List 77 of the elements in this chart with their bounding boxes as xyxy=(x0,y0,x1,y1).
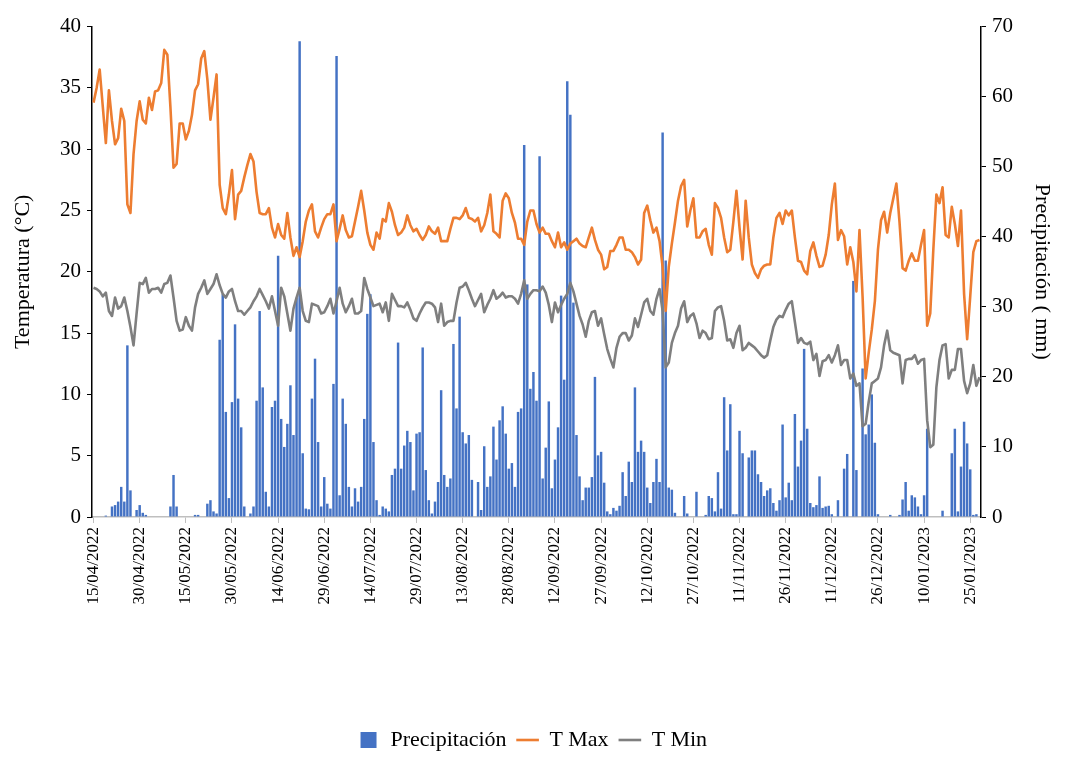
x-tick-label: 12/10/2022 xyxy=(636,527,656,605)
bar xyxy=(138,505,141,517)
y2-tick-label: 60 xyxy=(992,83,1013,108)
x-tick-label: 29/06/2022 xyxy=(313,527,333,605)
bar xyxy=(289,385,292,517)
y2-tick-label: 70 xyxy=(992,13,1013,38)
y-tick-label: 5 xyxy=(70,442,81,467)
bar xyxy=(126,345,129,517)
legend-label: T Max xyxy=(549,725,609,751)
y-tick-label: 10 xyxy=(60,380,81,405)
bar xyxy=(818,476,821,517)
bar xyxy=(812,507,815,517)
x-tick-label: 11/11/2022 xyxy=(728,527,748,604)
x-tick-label: 11/12/2022 xyxy=(821,527,841,604)
x-tick-label: 12/09/2022 xyxy=(544,527,564,605)
y2-tick-label: 0 xyxy=(992,503,1003,528)
x-tick-label: 28/08/2022 xyxy=(498,527,518,605)
bar xyxy=(335,56,338,517)
y-tick-label: 25 xyxy=(60,197,81,222)
legend-label: T Min xyxy=(651,725,708,751)
x-tick-label: 26/11/2022 xyxy=(775,527,795,604)
x-tick-label: 30/05/2022 xyxy=(221,527,241,605)
legend-label: Precipitación xyxy=(390,725,507,751)
bar xyxy=(406,430,409,517)
x-tick-label: 27/09/2022 xyxy=(590,527,610,605)
x-tick-label: 14/06/2022 xyxy=(267,527,287,605)
bar xyxy=(781,424,784,517)
bar xyxy=(904,481,907,517)
bar xyxy=(612,507,615,517)
bar xyxy=(584,487,587,517)
bar xyxy=(206,503,209,517)
x-tick-label: 27/10/2022 xyxy=(682,527,702,605)
y-axis-title: Temperatura (°C) xyxy=(8,194,34,350)
x-tick-label: 25/01/2023 xyxy=(959,527,979,605)
y2-tick-label: 30 xyxy=(992,293,1013,318)
bar xyxy=(492,426,495,517)
y2-tick-label: 20 xyxy=(992,363,1013,388)
bar xyxy=(615,510,618,517)
y-tick-label: 40 xyxy=(60,13,81,38)
y2-tick-label: 10 xyxy=(992,433,1013,458)
bar xyxy=(852,280,855,517)
bar xyxy=(452,343,455,517)
bar xyxy=(258,311,261,517)
bar xyxy=(621,472,624,517)
x-tick-label: 10/01/2023 xyxy=(913,527,933,605)
bar xyxy=(729,404,732,517)
x-tick-label: 15/04/2022 xyxy=(83,527,103,605)
y-tick-label: 15 xyxy=(60,319,81,344)
y-tick-label: 35 xyxy=(60,74,81,99)
bar xyxy=(415,433,418,517)
x-tick-label: 13/08/2022 xyxy=(452,527,472,605)
bar xyxy=(695,491,698,517)
bar xyxy=(941,510,944,517)
y-tick-label: 0 xyxy=(70,503,81,528)
x-tick-label: 14/07/2022 xyxy=(359,527,379,605)
x-tick-label: 26/12/2022 xyxy=(867,527,887,605)
bar xyxy=(341,398,344,517)
x-tick-label: 15/05/2022 xyxy=(175,527,195,605)
bar xyxy=(369,294,372,517)
y2-tick-label: 40 xyxy=(992,223,1013,248)
y2-axis-title: Precipitación ( mm) xyxy=(1031,183,1057,360)
bar xyxy=(209,500,212,517)
y-tick-label: 30 xyxy=(60,135,81,160)
bar xyxy=(458,316,461,517)
y2-tick-label: 50 xyxy=(992,153,1013,178)
y-tick-label: 20 xyxy=(60,258,81,283)
bar xyxy=(655,458,658,517)
x-tick-label: 30/04/2022 xyxy=(129,527,149,605)
bar xyxy=(738,430,741,517)
bar xyxy=(532,371,535,517)
bar xyxy=(298,41,301,517)
bar xyxy=(172,474,175,517)
bar xyxy=(501,406,504,517)
bar xyxy=(135,509,138,517)
bar xyxy=(421,347,424,517)
bar xyxy=(538,156,541,517)
x-tick-label: 29/07/2022 xyxy=(406,527,425,605)
